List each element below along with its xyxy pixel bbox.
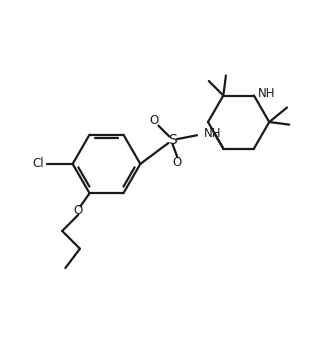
Text: NH: NH <box>258 87 275 100</box>
Text: S: S <box>168 133 177 147</box>
Text: O: O <box>74 204 83 216</box>
Text: O: O <box>173 156 182 169</box>
Text: NH: NH <box>204 128 222 140</box>
Text: Cl: Cl <box>32 158 44 170</box>
Text: O: O <box>150 114 159 127</box>
